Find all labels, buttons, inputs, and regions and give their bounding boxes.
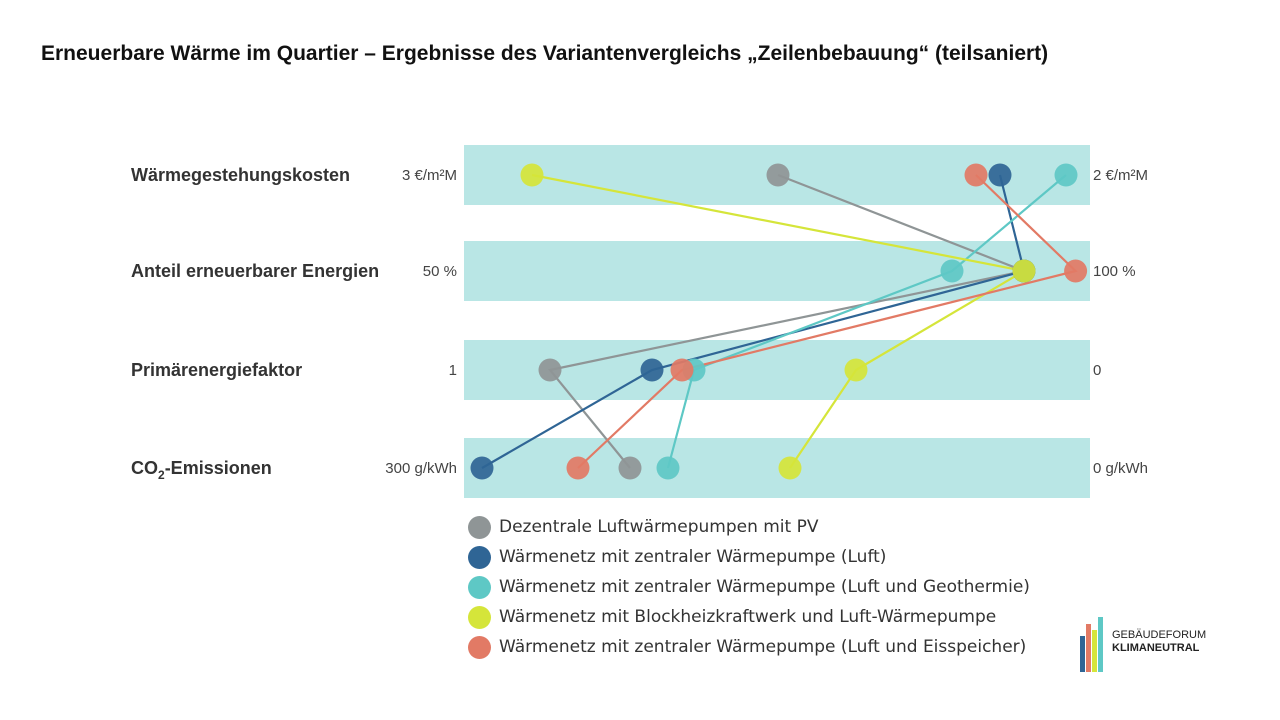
axis-label: CO2-Emissionen — [131, 458, 272, 482]
series-point — [656, 456, 680, 480]
axis-right-tick: 0 g/kWh — [1093, 460, 1148, 477]
series-point — [566, 456, 590, 480]
axis-label: Anteil erneuerbarer Energien — [131, 261, 379, 281]
series-point — [766, 163, 790, 187]
axis-band — [464, 438, 1090, 498]
logo-bar — [1086, 624, 1091, 672]
series-point — [520, 163, 544, 187]
axis-left-tick: 50 % — [423, 263, 457, 280]
series-point — [1012, 259, 1036, 283]
legend-swatch — [468, 575, 491, 599]
series-point — [778, 456, 802, 480]
axis-right-tick: 100 % — [1093, 263, 1136, 280]
chart-title: Erneuerbare Wärme im Quartier – Ergebnis… — [41, 42, 1049, 65]
legend-label: Wärmenetz mit zentraler Wärmepumpe (Luft… — [499, 637, 1027, 657]
legend-label: Wärmenetz mit Blockheizkraftwerk und Luf… — [499, 607, 997, 627]
logo-bar — [1092, 630, 1097, 672]
axis-right-tick: 0 — [1093, 362, 1101, 379]
series-point — [964, 163, 988, 187]
logo-line-2: KLIMANEUTRAL — [1112, 642, 1200, 654]
series-line — [577, 174, 1078, 469]
legend-swatch — [468, 545, 491, 569]
series-line — [481, 174, 1026, 469]
axis-band — [464, 241, 1090, 301]
series-line — [666, 174, 1067, 469]
axis-left-tick: 3 €/m²M — [402, 167, 457, 184]
series-point — [470, 456, 494, 480]
gebaeudeforum-logo: GEBÄUDEFORUM KLIMANEUTRAL — [1080, 617, 1230, 672]
legend-item: Wärmenetz mit zentraler Wärmepumpe (Luft… — [468, 572, 1030, 602]
series-point — [538, 358, 562, 382]
legend-swatch — [468, 605, 491, 629]
legend-item: Dezentrale Luftwärmepumpen mit PV — [468, 512, 1030, 542]
series-point — [1054, 163, 1078, 187]
axis-right-tick: 2 €/m²M — [1093, 167, 1148, 184]
series-point — [988, 163, 1012, 187]
axis-band — [464, 340, 1090, 400]
series-point — [618, 456, 642, 480]
logo-text: GEBÄUDEFORUM KLIMANEUTRAL — [1112, 629, 1206, 655]
logo-line-1: GEBÄUDEFORUM — [1112, 629, 1207, 641]
legend-item: Wärmenetz mit zentraler Wärmepumpe (Luft… — [468, 632, 1030, 662]
legend-swatch — [468, 515, 491, 539]
logo-bars-icon — [1080, 617, 1108, 672]
series-point — [640, 358, 664, 382]
series-lines — [481, 173, 1078, 469]
legend-label: Dezentrale Luftwärmepumpen mit PV — [499, 517, 819, 537]
series-point — [670, 358, 694, 382]
axis-left-tick: 300 g/kWh — [385, 460, 457, 477]
axis-label: Primärenergiefaktor — [131, 360, 302, 380]
legend-item: Wärmenetz mit Blockheizkraftwerk und Luf… — [468, 602, 1030, 632]
legend-swatch — [468, 635, 491, 659]
axis-labels: Wärmegestehungskosten 3 €/m²M 2 €/m²M Antei… — [131, 165, 1148, 482]
chart-legend: Dezentrale Luftwärmepumpen mit PV Wärmene… — [468, 512, 1030, 662]
series-point — [940, 259, 964, 283]
legend-label: Wärmenetz mit zentraler Wärmepumpe (Luft… — [499, 547, 887, 567]
series-markers — [470, 163, 1088, 480]
series-line — [531, 173, 1028, 469]
logo-bar — [1098, 617, 1103, 672]
axis-left-tick: 1 — [449, 362, 457, 379]
series-line — [548, 173, 1028, 469]
legend-item: Wärmenetz mit zentraler Wärmepumpe (Luft… — [468, 542, 1030, 572]
series-point — [1064, 259, 1088, 283]
axis-label: Wärmegestehungskosten — [131, 165, 350, 185]
legend-label: Wärmenetz mit zentraler Wärmepumpe (Luft… — [499, 577, 1030, 597]
logo-bar — [1080, 636, 1085, 672]
series-point — [844, 358, 868, 382]
